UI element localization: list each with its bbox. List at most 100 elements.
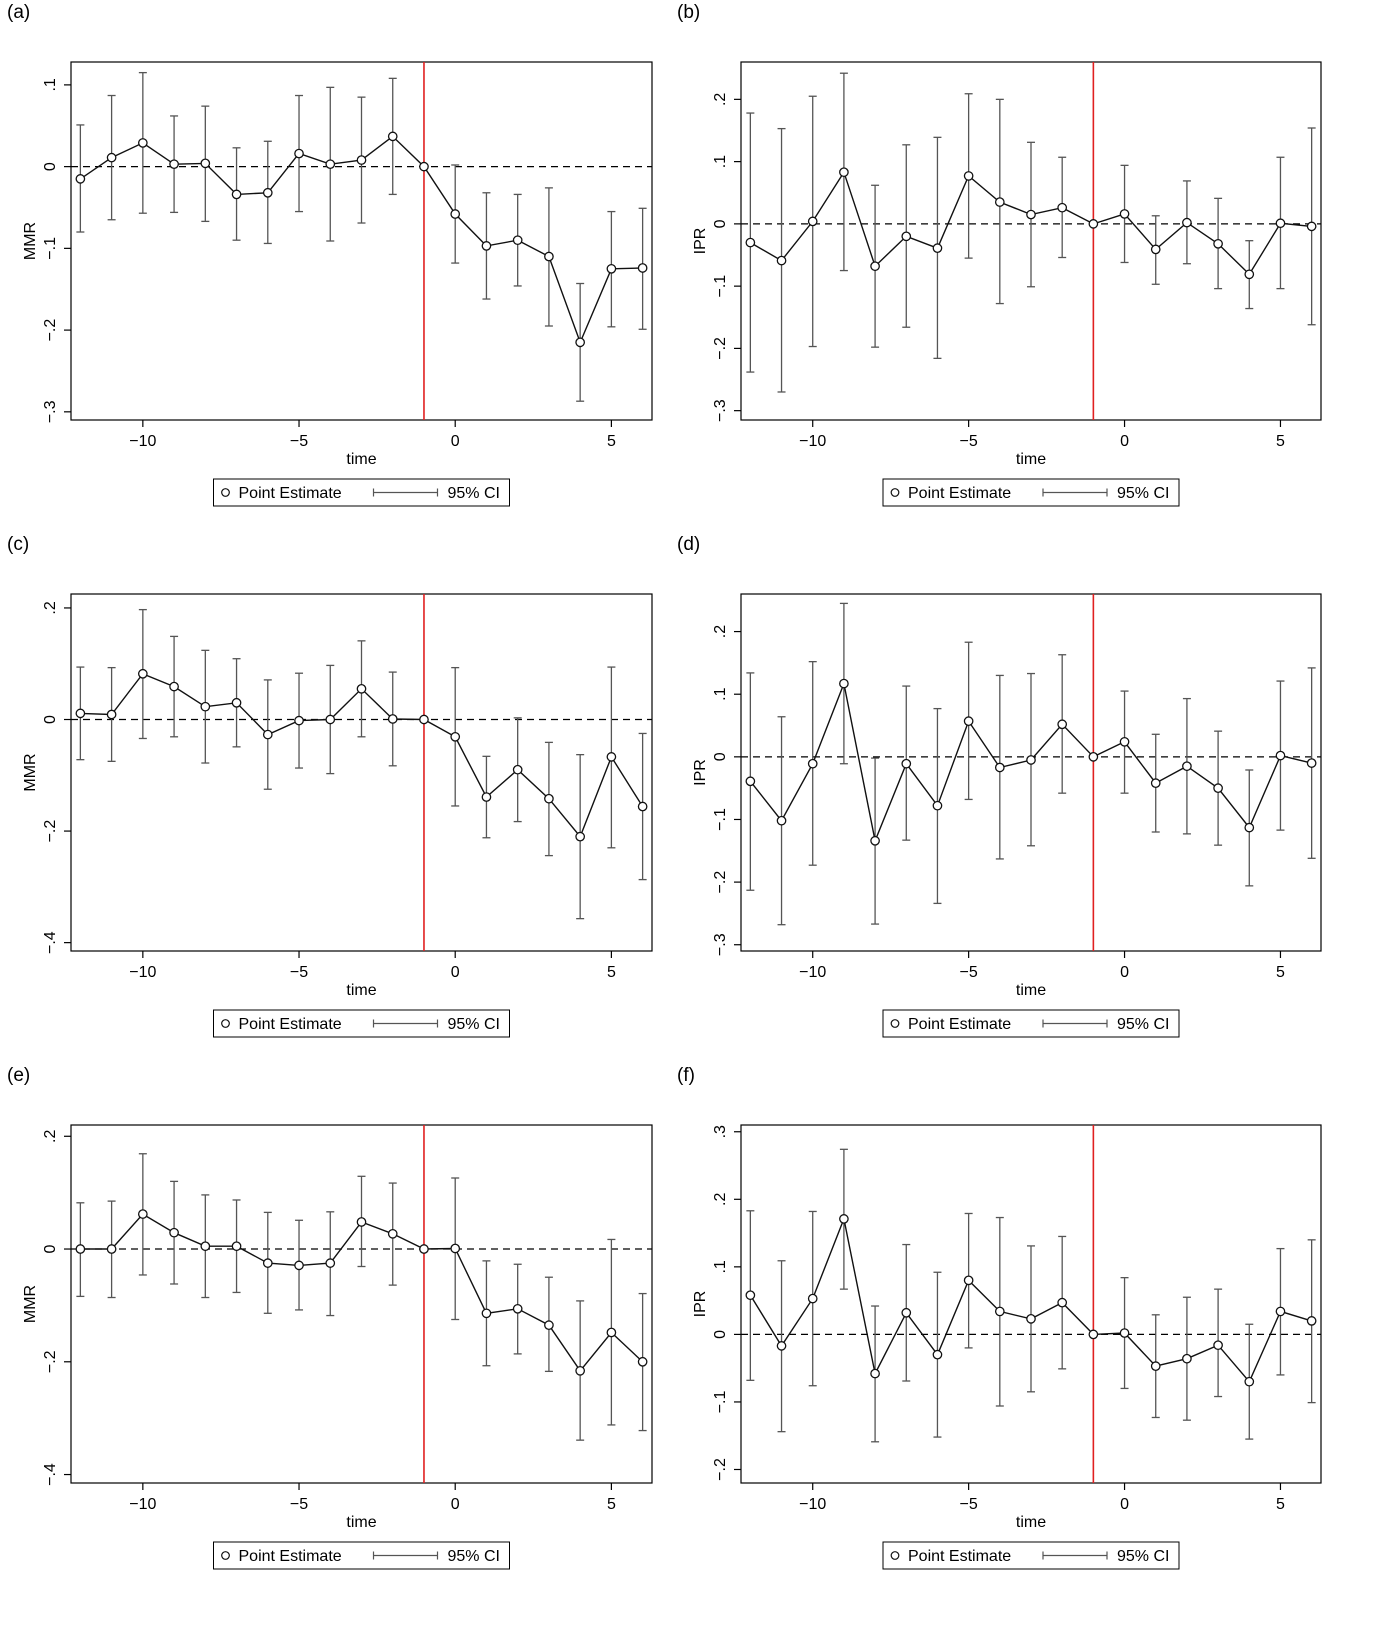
point-estimate-marker — [169, 1227, 179, 1238]
x-tick-label: −5 — [290, 964, 308, 981]
point-estimate-marker — [294, 148, 304, 159]
legend-box — [213, 478, 510, 507]
y-tick-label: .3 — [712, 1125, 729, 1138]
point-estimate-marker — [200, 701, 211, 712]
point-estimate-marker — [1275, 218, 1286, 229]
point-estimate-marker — [231, 189, 242, 200]
point-estimate-marker — [294, 1260, 304, 1271]
legend-marker-point — [890, 1551, 900, 1560]
y-tick-label: −.1 — [42, 237, 59, 260]
point-estimate-marker — [1213, 238, 1223, 249]
legend-marker-point — [221, 488, 230, 497]
point-estimate-marker — [932, 1349, 943, 1360]
x-tick-label: −10 — [129, 433, 156, 450]
point-estimate-marker — [1306, 758, 1317, 768]
point-estimate-marker — [387, 714, 398, 724]
x-axis-title: time — [1016, 982, 1046, 999]
legend-box — [882, 1009, 1180, 1038]
point-estimate-marker — [387, 131, 398, 142]
y-tick-label: .1 — [712, 155, 729, 168]
point-estimate-marker — [512, 764, 523, 775]
y-tick-label: −.2 — [712, 337, 729, 360]
point-estimate-marker — [901, 231, 912, 242]
y-tick-label: 0 — [42, 1244, 59, 1253]
x-tick-label: −10 — [799, 433, 826, 450]
point-estimate-marker — [963, 716, 974, 726]
point-estimate-marker — [1150, 778, 1161, 788]
point-estimate-marker — [512, 235, 523, 246]
x-tick-label: −10 — [129, 964, 156, 981]
panel-label: (e) — [7, 1065, 30, 1086]
plot-frame — [740, 1124, 1322, 1484]
x-axis-title: time — [346, 982, 376, 999]
point-estimate-marker — [870, 261, 880, 272]
point-estimate-marker — [807, 216, 818, 227]
chart-panel: (e) −10 −5 0 5 −.4 −.2 0 .2 time MMR Point Estimate… — [7, 1065, 653, 1570]
y-tick-label: −.3 — [712, 399, 729, 422]
y-tick-label: −.4 — [42, 1463, 59, 1486]
point-estimate-marker — [776, 815, 787, 826]
point-estimate-marker — [450, 731, 461, 742]
x-tick-label: 0 — [1120, 433, 1129, 450]
y-axis-title: IPR — [692, 759, 709, 786]
point-estimate-marker — [1119, 1328, 1130, 1338]
y-axis-title: MMR — [22, 1285, 39, 1323]
point-estimate-marker — [1275, 1306, 1286, 1317]
point-estimate-marker — [1088, 751, 1099, 762]
point-estimate-marker — [481, 1308, 492, 1319]
legend-label-point: Point Estimate — [908, 1548, 1011, 1565]
point-estimate-marker — [839, 678, 849, 689]
point-estimate-marker — [994, 762, 1005, 773]
point-estimate-marker — [606, 1327, 617, 1338]
point-estimate-marker — [325, 1258, 336, 1268]
point-estimate-marker — [325, 159, 336, 170]
legend-label-ci: 95% CI — [448, 1016, 500, 1033]
point-estimate-marker — [1150, 1361, 1161, 1371]
point-estimate-marker — [776, 255, 787, 266]
point-estimate-marker — [356, 1217, 367, 1227]
point-estimate-marker — [1213, 1340, 1223, 1351]
point-estimate-marker — [75, 174, 86, 184]
point-estimate-marker — [637, 1356, 648, 1367]
point-estimate-marker — [870, 1368, 880, 1379]
legend-marker-point — [890, 488, 900, 497]
point-estimate-marker — [839, 1214, 849, 1224]
point-estimate-marker — [901, 758, 912, 769]
y-tick-label: .2 — [712, 625, 729, 638]
legend-label-point: Point Estimate — [239, 1016, 342, 1033]
point-estimate-marker — [1182, 1353, 1192, 1364]
legend-box — [213, 1009, 510, 1038]
x-tick-label: 0 — [1120, 964, 1129, 981]
panel-label: (a) — [7, 2, 30, 23]
point-estimate-marker — [932, 800, 943, 811]
point-estimate-marker — [994, 1306, 1005, 1317]
panel-label: (f) — [677, 1065, 695, 1086]
point-estimate-marker — [419, 161, 429, 172]
point-estimate-marker — [1057, 1297, 1068, 1308]
y-tick-label: −.3 — [712, 933, 729, 956]
x-axis-title: time — [1016, 451, 1046, 468]
point-estimate-marker — [387, 1228, 398, 1239]
point-estimate-marker — [200, 1241, 211, 1252]
legend-box — [213, 1541, 510, 1570]
point-estimate-marker — [1275, 750, 1286, 761]
point-estimate-marker — [75, 708, 86, 719]
point-estimate-marker — [994, 197, 1005, 207]
point-estimate-marker — [1088, 219, 1099, 229]
x-tick-label: −5 — [290, 433, 308, 450]
point-estimate-marker — [807, 758, 818, 769]
point-estimate-marker — [637, 801, 648, 812]
point-estimate-marker — [262, 729, 273, 740]
point-estimate-marker — [606, 752, 617, 762]
legend-label-ci: 95% CI — [448, 485, 500, 502]
point-estimate-marker — [450, 209, 461, 219]
point-estimate-marker — [294, 715, 304, 726]
y-tick-label: .2 — [42, 601, 59, 614]
legend-label-ci: 95% CI — [1117, 1548, 1169, 1565]
point-estimate-marker — [745, 776, 756, 787]
point-estimate-marker — [419, 714, 429, 725]
point-estimate-marker — [1088, 1329, 1099, 1340]
point-estimate-marker — [575, 831, 586, 842]
point-estimate-marker — [231, 1241, 242, 1252]
